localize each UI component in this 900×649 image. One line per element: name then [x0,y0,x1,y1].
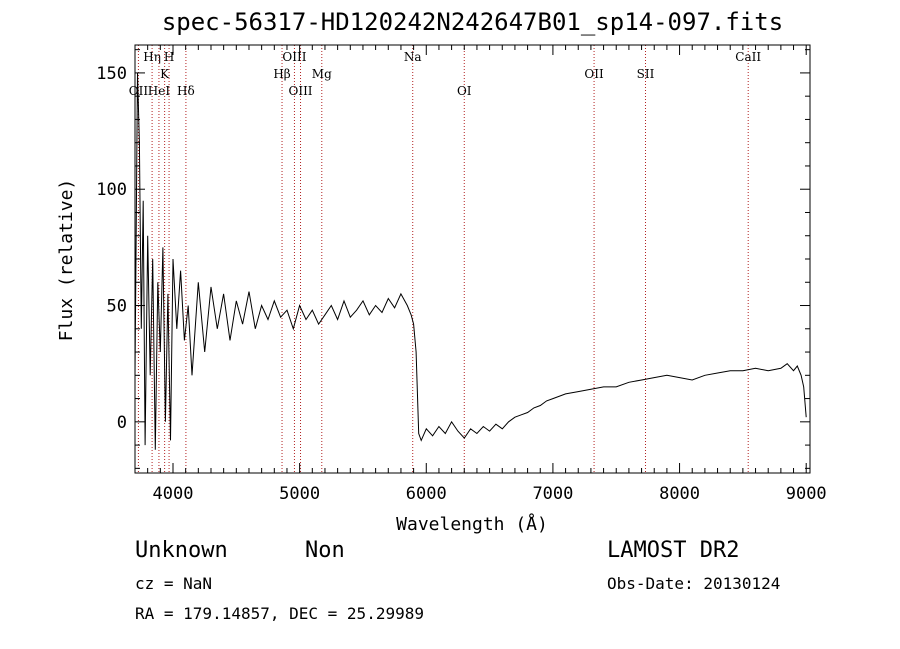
plot-frame [134,44,811,474]
spectral-line-label: OII [584,67,604,81]
x-tick-label: 9000 [786,484,827,504]
y-tick-label: 150 [96,64,127,84]
y-tick-label: 0 [117,413,127,433]
spectral-line-label: H [164,50,174,64]
chart-title: spec-56317-HD120242N242647B01_sp14-097.f… [161,8,784,36]
spectral-line-label: Mg [312,67,332,81]
spectral-line-label: CaII [735,50,761,64]
y-tick-label: 100 [96,180,127,200]
spectral-line-label: Na [404,50,422,64]
spectral-line-label: Hδ [177,84,195,98]
spectral-line-label: OI [457,84,472,98]
spectral-line-label: K [160,67,170,81]
y-axis-label: Flux (relative) [56,179,77,342]
spectral-line-label: OIII [282,50,306,64]
flux-series-line [134,72,807,450]
object-subclass: Non [305,538,345,563]
x-tick-label: 6000 [406,484,447,504]
object-class: Unknown [135,538,228,563]
observation-date: Obs-Date: 20130124 [607,574,781,593]
spectral-line-label: Hη [143,50,161,64]
y-tick-label: 50 [107,297,127,317]
spectral-line-label: Hβ [273,67,290,81]
x-axis-ticks: 4000 5000 6000 7000 8000 9000 [134,45,827,504]
coordinates-readout: RA = 179.14857, DEC = 25.29989 [135,604,424,623]
redshift-readout: cz = NaN [135,574,213,593]
x-tick-label: 5000 [279,484,320,504]
y-axis-ticks: 0 50 100 150 [96,49,810,469]
x-axis-label: Wavelength (Å) [396,513,548,535]
survey-name: LAMOST DR2 [607,538,740,563]
spectral-line-label: OII [129,84,149,98]
spectral-line-label: HeI [148,84,171,98]
spectral-line-label: OIII [288,84,312,98]
spectral-line-label: SII [637,67,655,81]
x-tick-label: 7000 [532,484,573,504]
x-tick-label: 4000 [153,484,194,504]
x-tick-label: 8000 [659,484,700,504]
